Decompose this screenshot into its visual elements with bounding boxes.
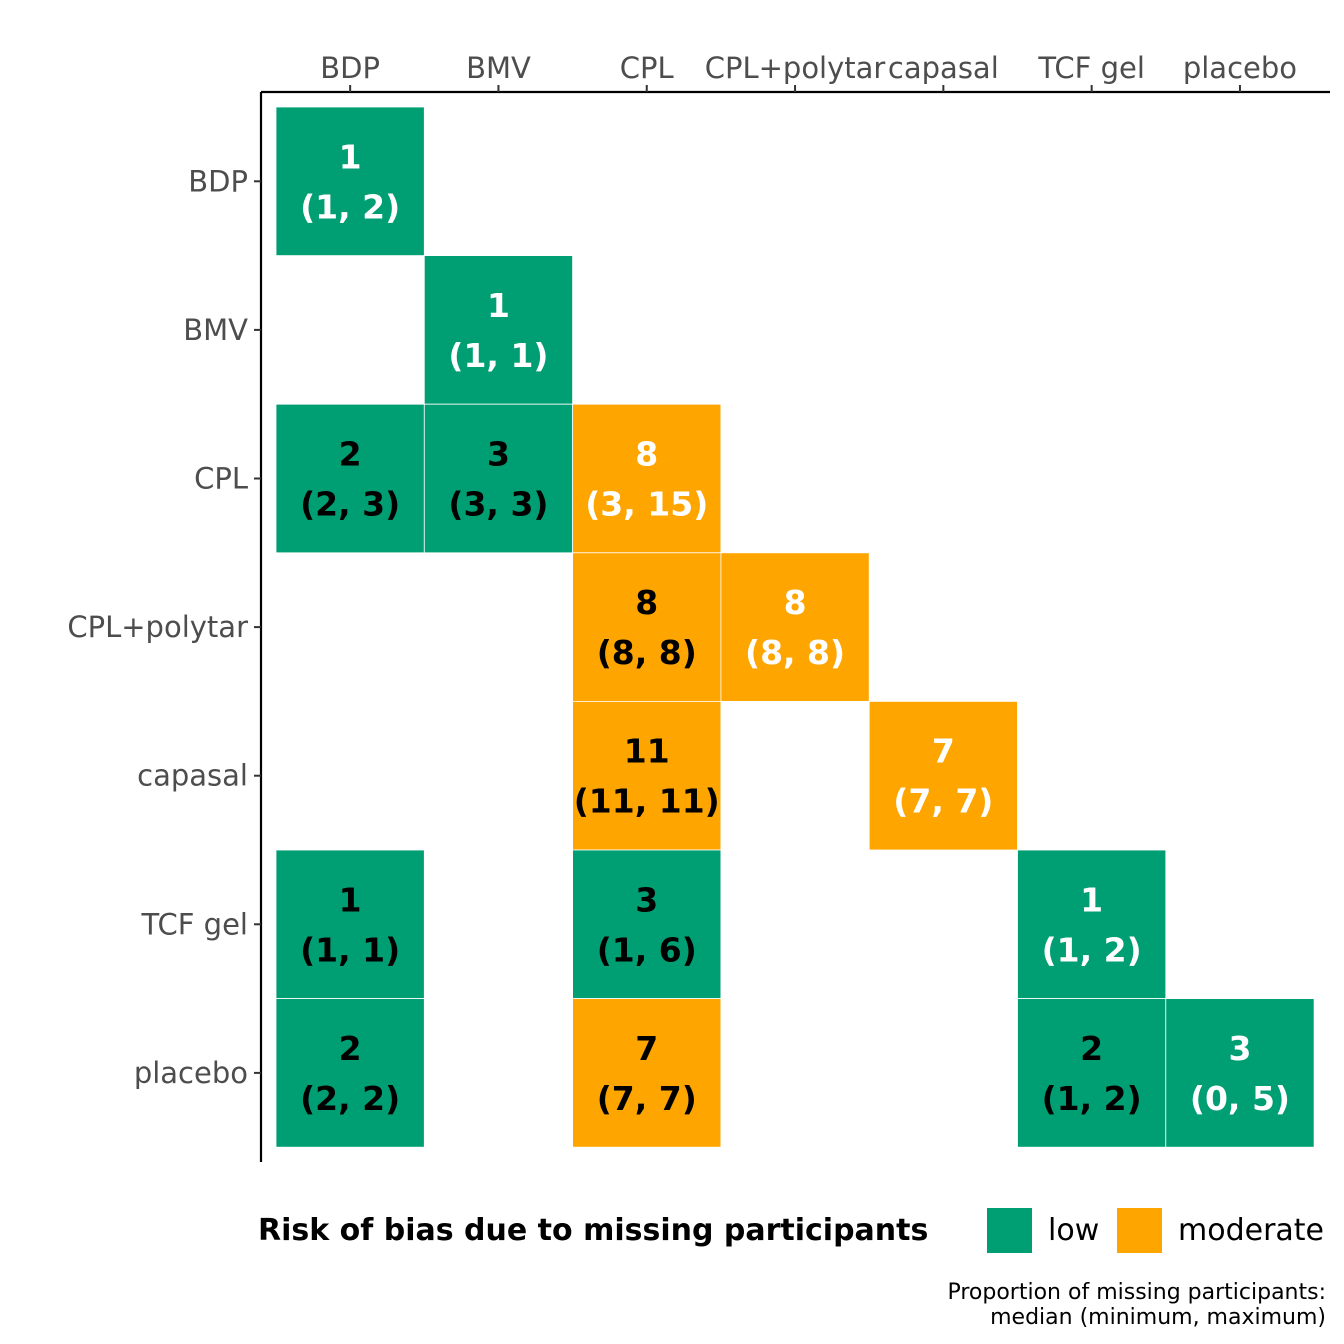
cell-median-label: 8: [635, 583, 658, 622]
y-tick-label-cpl-polytar: CPL+polytar: [67, 610, 248, 644]
cell-range-label: (1, 2): [1042, 930, 1142, 969]
cell-range-label: (0, 5): [1190, 1079, 1290, 1118]
cell-median-label: 1: [1080, 880, 1103, 919]
x-tick-label-capasal: capasal: [888, 51, 999, 85]
cell-tcf-gel-tcf-gel: 1 (1, 2): [1017, 849, 1167, 1000]
cell-median-label: 7: [635, 1029, 658, 1068]
cell-median-label: 1: [487, 286, 510, 325]
cell-tile: [275, 849, 425, 1000]
y-tick-label-tcf-gel: TCF gel: [141, 907, 248, 941]
cell-tile: [1165, 998, 1315, 1148]
x-tick-label-cpl: CPL: [620, 51, 674, 85]
cell-median-label: 11: [624, 732, 670, 771]
cell-tile: [275, 403, 425, 554]
cell-range-label: (1, 2): [300, 187, 400, 226]
legend: Risk of bias due to missing participants…: [258, 1208, 1324, 1253]
cell-range-label: (7, 7): [893, 782, 993, 821]
cell-range-label: (7, 7): [597, 1079, 697, 1118]
legend-label-low: low: [1048, 1213, 1099, 1248]
cell-tile: [720, 552, 870, 702]
cell-placebo-tcf-gel: 2 (1, 2): [1017, 998, 1167, 1148]
cell-range-label: (1, 1): [300, 930, 400, 969]
cell-range-label: (3, 3): [448, 485, 548, 524]
cell-median-label: 1: [339, 880, 362, 919]
cell-tile: [868, 701, 1018, 851]
cell-median-label: 2: [339, 1029, 362, 1068]
cell-cpl-polytar-cpl-polytar: 8 (8, 8): [720, 552, 870, 702]
x-tick-label-cpl-polytar: CPL+polytar: [705, 51, 886, 85]
y-tick-label-cpl: CPL: [194, 462, 248, 496]
y-tick-label-bdp: BDP: [188, 164, 248, 198]
cell-median-label: 2: [339, 435, 362, 474]
cell-placebo-bdp: 2 (2, 2): [275, 998, 425, 1148]
axes-layer: BDP BMV CPL CPL+polytar capasal TCF gel placeb…: [67, 51, 1330, 1162]
cell-capasal-cpl: 11 (11, 11): [572, 701, 722, 851]
cell-range-label: (1, 6): [597, 930, 697, 969]
cell-bmv-bmv: 1 (1, 1): [423, 255, 573, 405]
caption-line-2: median (minimum, maximum): [990, 1305, 1326, 1330]
cell-median-label: 3: [487, 435, 510, 474]
x-tick-label-bmv: BMV: [466, 51, 531, 85]
x-tick-label-bdp: BDP: [320, 51, 380, 85]
cell-cpl-cpl: 8 (3, 15): [572, 403, 722, 554]
cells-layer: 1 (1, 2) 1 (1, 1) 2 (2, 3) 3 (3, 3) 8 (3, 15) 8 (8,…: [275, 106, 1315, 1148]
cell-range-label: (1, 2): [1042, 1079, 1142, 1118]
cell-cpl-bdp: 2 (2, 3): [275, 403, 425, 554]
cell-tile: [572, 849, 722, 1000]
cell-range-label: (2, 2): [300, 1079, 400, 1118]
legend-title: Risk of bias due to missing participants: [258, 1213, 928, 1248]
cell-tile: [572, 552, 722, 702]
y-tick-label-capasal: capasal: [137, 759, 248, 793]
cell-placebo-placebo: 3 (0, 5): [1165, 998, 1315, 1148]
cell-median-label: 3: [1228, 1029, 1251, 1068]
cell-range-label: (8, 8): [597, 633, 697, 672]
y-tick-label-bmv: BMV: [183, 313, 248, 347]
cell-range-label: (1, 1): [448, 336, 548, 375]
cell-tile: [572, 701, 722, 851]
cell-median-label: 2: [1080, 1029, 1103, 1068]
cell-tcf-gel-bdp: 1 (1, 1): [275, 849, 425, 1000]
cell-range-label: (11, 11): [574, 782, 720, 821]
cell-tile: [423, 255, 573, 405]
cell-tile: [572, 998, 722, 1148]
cell-median-label: 7: [932, 732, 955, 771]
legend-swatch-moderate: [1117, 1208, 1162, 1253]
cell-tile: [423, 403, 573, 554]
cell-cpl-polytar-cpl: 8 (8, 8): [572, 552, 722, 702]
cell-placebo-cpl: 7 (7, 7): [572, 998, 722, 1148]
x-tick-label-placebo: placebo: [1183, 51, 1297, 85]
cell-tile: [275, 998, 425, 1148]
cell-tile: [572, 403, 722, 554]
cell-median-label: 1: [339, 137, 362, 176]
cell-bdp-bdp: 1 (1, 2): [275, 106, 425, 257]
cell-median-label: 8: [635, 435, 658, 474]
x-tick-label-tcf-gel: TCF gel: [1037, 51, 1144, 85]
y-tick-label-placebo: placebo: [134, 1056, 248, 1090]
cell-tile: [1017, 849, 1167, 1000]
cell-tcf-gel-cpl: 3 (1, 6): [572, 849, 722, 1000]
legend-label-moderate: moderate: [1178, 1213, 1324, 1248]
caption-line-1: Proportion of missing participants:: [947, 1280, 1326, 1305]
cell-range-label: (2, 3): [300, 485, 400, 524]
cell-median-label: 3: [635, 880, 658, 919]
cell-cpl-bmv: 3 (3, 3): [423, 403, 573, 554]
cell-capasal-capasal: 7 (7, 7): [868, 701, 1018, 851]
legend-swatch-low: [987, 1208, 1032, 1253]
cell-range-label: (3, 15): [585, 485, 708, 524]
cell-tile: [275, 106, 425, 257]
cell-median-label: 8: [784, 583, 807, 622]
cell-range-label: (8, 8): [745, 633, 845, 672]
cell-tile: [1017, 998, 1167, 1148]
